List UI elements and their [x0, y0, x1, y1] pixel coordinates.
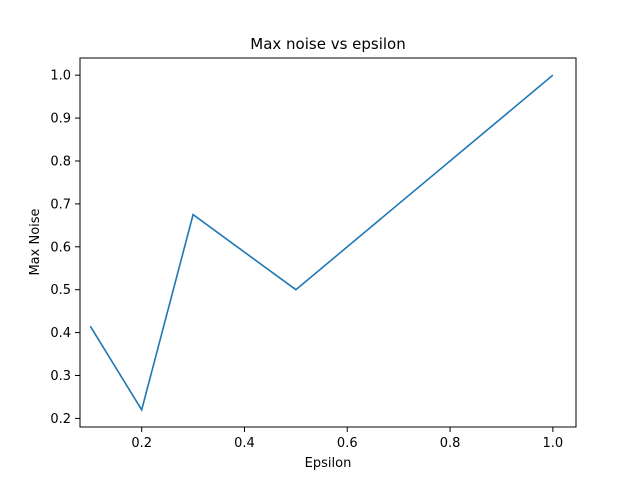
y-tick-label: 0.9	[50, 112, 71, 127]
x-tick-label: 0.8	[440, 436, 461, 451]
y-tick-label: 1.0	[50, 69, 71, 84]
y-axis-label: Max Noise	[28, 208, 43, 275]
y-tick-label: 0.5	[50, 283, 71, 298]
y-tick-label: 0.4	[50, 326, 71, 341]
plot-area: 0.2 0.4 0.6 0.8 1.0 0.2 0.3 0.4 0.5 0.6 0.7 0.8 0.9…	[50, 57, 577, 451]
x-axis-label: Epsilon	[305, 456, 352, 471]
x-tick-label: 0.2	[131, 436, 152, 451]
y-axis: 0.2 0.3 0.4 0.5 0.6 0.7 0.8 0.9 1.0	[50, 69, 80, 427]
y-tick-label: 0.6	[50, 240, 71, 255]
y-tick-label: 0.3	[50, 369, 71, 384]
x-tick-label: 1.0	[543, 436, 564, 451]
series-layer	[89, 74, 554, 412]
y-tick-label: 0.7	[50, 197, 71, 212]
x-tick-label: 0.4	[234, 436, 255, 451]
chart-title: Max noise vs epsilon	[250, 35, 406, 53]
series-line	[89, 74, 554, 412]
y-tick-label: 0.8	[50, 154, 71, 169]
y-tick-label: 0.2	[50, 412, 71, 427]
plot-frame	[79, 57, 577, 428]
x-axis: 0.2 0.4 0.6 0.8 1.0	[131, 427, 563, 451]
x-tick-label: 0.6	[337, 436, 358, 451]
